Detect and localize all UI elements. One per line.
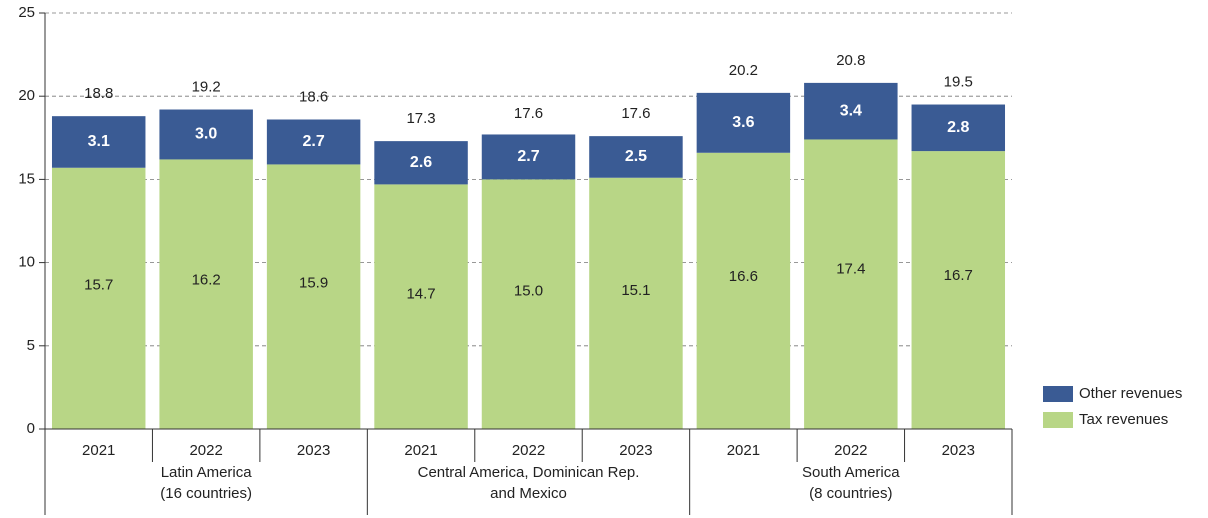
bar-segment	[374, 184, 468, 429]
value-label: 2.7	[302, 133, 324, 150]
value-label: 2.7	[517, 148, 539, 165]
value-label: 2.8	[947, 119, 969, 136]
total-label: 19.5	[944, 73, 973, 90]
bar-segment	[911, 104, 1006, 152]
total-label: 17.6	[514, 105, 543, 122]
value-label: 15.0	[514, 283, 543, 300]
x-tick-label: 2022	[512, 442, 545, 459]
y-tick-label: 20	[18, 87, 35, 104]
value-label: 2.6	[410, 154, 432, 171]
x-tick-label: 2021	[404, 442, 437, 459]
legend-swatch	[1043, 412, 1073, 428]
value-label: 15.9	[299, 274, 328, 291]
bar-segment	[696, 92, 791, 153]
x-tick-label: 2022	[189, 442, 222, 459]
total-label: 18.8	[84, 85, 113, 102]
legend-label: Other revenues	[1079, 385, 1182, 402]
legend-swatch	[1043, 386, 1073, 402]
bar-segment	[804, 82, 898, 140]
value-label: 3.4	[840, 102, 862, 119]
bar-segment	[696, 152, 791, 429]
value-label: 17.4	[836, 261, 865, 278]
x-tick-label: 2021	[82, 442, 115, 459]
bar-segment	[159, 159, 253, 429]
x-tick-label: 2022	[834, 442, 867, 459]
bar-segment	[266, 119, 361, 165]
y-tick-label: 25	[18, 4, 35, 21]
value-label: 15.7	[84, 276, 113, 293]
y-tick-label: 15	[18, 170, 35, 187]
x-tick-label: 2023	[297, 442, 330, 459]
total-label: 20.8	[836, 52, 865, 69]
bar-segment	[374, 141, 468, 185]
x-tick-label: 2023	[942, 442, 975, 459]
bar-segment	[589, 136, 683, 178]
value-label: 14.7	[406, 285, 435, 302]
group-label: Central America, Dominican Rep.	[418, 464, 640, 481]
value-label: 3.1	[88, 133, 110, 150]
bar-segment	[804, 139, 898, 430]
value-label: 16.2	[192, 272, 221, 289]
bar-segment	[481, 179, 576, 429]
bar-segment	[266, 164, 361, 429]
group-label: (8 countries)	[809, 485, 892, 502]
group-label: South America	[802, 464, 900, 481]
value-label: 3.0	[195, 126, 217, 143]
group-label: and Mexico	[490, 485, 567, 502]
bar-segment	[51, 167, 146, 429]
y-tick-label: 5	[27, 337, 35, 354]
bar-segment	[481, 134, 576, 180]
total-label: 17.6	[621, 105, 650, 122]
value-label: 2.5	[625, 148, 647, 165]
value-label: 16.7	[944, 267, 973, 284]
x-tick-label: 2023	[619, 442, 652, 459]
total-label: 19.2	[192, 78, 221, 95]
y-tick-label: 10	[18, 254, 35, 271]
x-tick-label: 2021	[727, 442, 760, 459]
bar-segment	[159, 109, 253, 160]
total-label: 20.2	[729, 62, 758, 79]
value-label: 3.6	[732, 114, 754, 131]
bar-segment	[51, 116, 146, 168]
value-label: 16.6	[729, 268, 758, 285]
group-label: (16 countries)	[160, 485, 252, 502]
bar-segment	[911, 151, 1006, 429]
bar-segment	[589, 177, 683, 429]
legend-label: Tax revenues	[1079, 411, 1168, 428]
value-label: 15.1	[621, 282, 650, 299]
total-label: 18.6	[299, 88, 328, 105]
total-label: 17.3	[406, 110, 435, 127]
y-tick-label: 0	[27, 420, 35, 437]
group-label: Latin America	[161, 464, 253, 481]
